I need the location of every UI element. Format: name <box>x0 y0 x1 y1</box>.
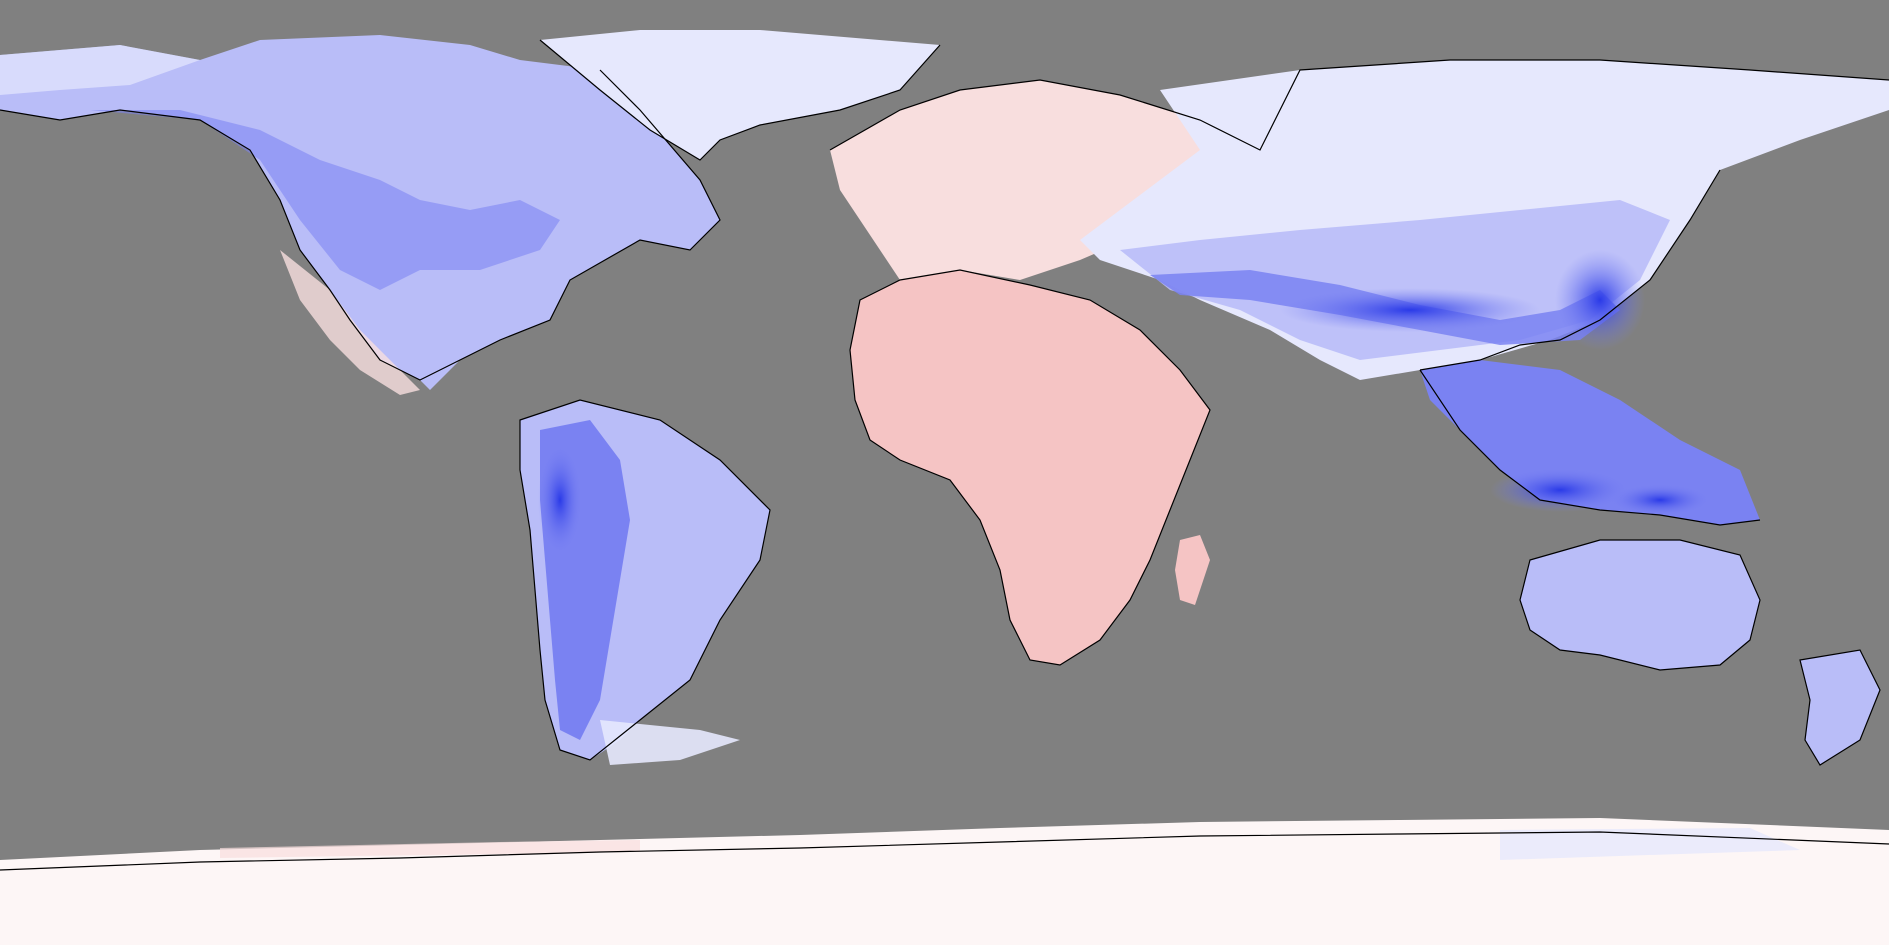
africa <box>850 270 1210 665</box>
europe <box>830 80 1260 280</box>
australia <box>1520 540 1760 670</box>
new-zealand <box>1800 650 1880 765</box>
south-america <box>520 400 770 765</box>
coastlines <box>0 39 1889 871</box>
north-america <box>0 35 720 395</box>
antarctica <box>0 818 1889 945</box>
greenland <box>540 30 940 160</box>
southeast-asia <box>1420 360 1760 525</box>
asia <box>1080 60 1889 380</box>
